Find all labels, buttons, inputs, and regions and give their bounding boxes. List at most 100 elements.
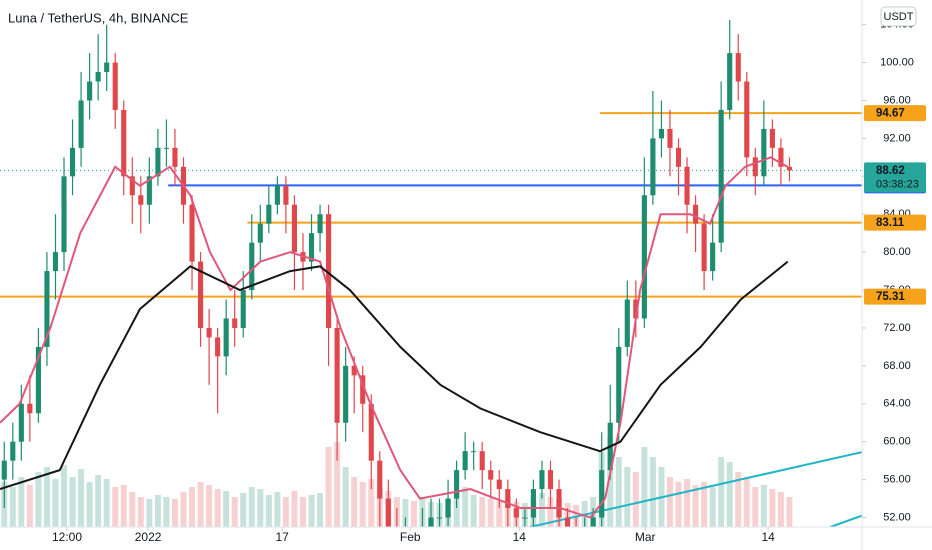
candle-body	[693, 204, 699, 224]
volume-bar	[206, 485, 213, 527]
volume-bar	[214, 489, 221, 527]
volume-bar	[709, 487, 716, 527]
moving-average	[0, 156, 789, 519]
candle-body	[675, 147, 682, 167]
volume-bar	[632, 472, 639, 527]
volume-bar	[223, 491, 230, 527]
volume-bar	[78, 469, 85, 527]
price-tag	[864, 214, 926, 231]
candle-body	[1, 460, 7, 480]
candle-body	[667, 128, 673, 148]
candle-body	[215, 337, 221, 357]
y-tick-label: 100.00	[880, 56, 914, 68]
candle-body	[513, 508, 519, 518]
price-tag-label: 75.31	[876, 291, 905, 303]
candle-body	[317, 214, 323, 234]
volume-bar	[103, 479, 110, 527]
volume-bar	[538, 493, 545, 527]
volume-bar	[274, 492, 281, 527]
candle-body	[291, 204, 298, 253]
volume-bar	[52, 479, 59, 527]
volume-bar	[351, 477, 358, 527]
candle-body	[35, 346, 41, 414]
price-tag	[864, 288, 926, 305]
volume-bar	[61, 465, 67, 527]
candle-body	[616, 346, 622, 423]
candle-body	[163, 147, 169, 149]
volume-bar	[496, 501, 503, 527]
axes: 52.0056.0060.0064.0068.0072.0076.0080.00…	[52, 19, 926, 544]
x-tick-label: 12:00	[52, 530, 82, 544]
candle-body	[599, 470, 605, 518]
candle-body	[360, 375, 366, 404]
candle-body	[761, 128, 767, 177]
candle-body	[522, 517, 528, 519]
candle-body	[556, 489, 562, 518]
volume-bar	[666, 477, 673, 527]
volume-bar	[18, 477, 25, 527]
volume-bar	[95, 475, 102, 527]
trendline	[529, 451, 862, 527]
candle-body	[471, 451, 477, 453]
volume-bar	[248, 487, 255, 527]
candle-body	[786, 166, 793, 171]
candle-body	[87, 81, 93, 101]
candle-body	[744, 81, 750, 158]
candle-body	[189, 204, 195, 262]
candle-body	[752, 157, 758, 177]
candle-body	[727, 53, 733, 110]
volume-bar	[112, 487, 119, 527]
candle-body	[138, 195, 144, 205]
candle-body	[249, 242, 255, 291]
candle-body	[69, 147, 76, 177]
volume-bar	[334, 442, 341, 527]
candle-body	[146, 176, 152, 205]
volume-bar	[69, 477, 76, 527]
candle-body	[385, 498, 391, 527]
x-tick-label: 14	[513, 530, 527, 544]
volume-bar	[624, 467, 631, 527]
volume-bar	[299, 497, 306, 527]
volume-bar	[675, 482, 682, 527]
volume-bar	[692, 485, 699, 527]
candle-body	[223, 318, 229, 357]
candle-body	[343, 365, 349, 423]
currency-button-label[interactable]: USDT	[884, 11, 914, 23]
y-tick-label: 96.00	[883, 94, 911, 106]
candle-body	[488, 470, 494, 480]
candle-body	[257, 223, 263, 243]
volume-bar	[615, 457, 622, 527]
volume-bar	[129, 492, 136, 527]
y-tick-label: 68.00	[883, 360, 911, 372]
price-tag	[864, 105, 926, 122]
volume-bar	[325, 447, 332, 527]
volume-bar	[197, 482, 204, 527]
currency-button[interactable]	[880, 6, 917, 27]
candle-body	[428, 517, 434, 527]
candle-body	[462, 451, 468, 471]
candle-body	[240, 290, 246, 328]
volume-bar	[257, 489, 264, 527]
volume-bar	[86, 482, 93, 527]
candle-body	[769, 128, 775, 148]
volume-bar	[402, 499, 409, 527]
volume-bar	[43, 467, 50, 527]
countdown-label: 03:38:23	[876, 178, 919, 190]
candle-body	[539, 470, 545, 490]
candle-body	[308, 233, 315, 262]
candle-body	[436, 517, 443, 519]
volume-bar	[777, 492, 784, 527]
volume-bar	[368, 479, 375, 527]
candle-body	[61, 176, 67, 253]
volume-bar	[9, 487, 16, 527]
candle-body	[718, 109, 724, 243]
chart-title: Luna / TetherUS, 4h, BINANCE	[8, 10, 189, 25]
candle-body	[334, 327, 340, 423]
volume-bar	[342, 467, 349, 527]
y-tick-label: 52.00	[883, 511, 911, 523]
volume-bar	[240, 493, 247, 527]
candle-body	[445, 498, 451, 518]
candle-body	[44, 271, 50, 347]
price-tag-label: 94.67	[876, 108, 905, 120]
